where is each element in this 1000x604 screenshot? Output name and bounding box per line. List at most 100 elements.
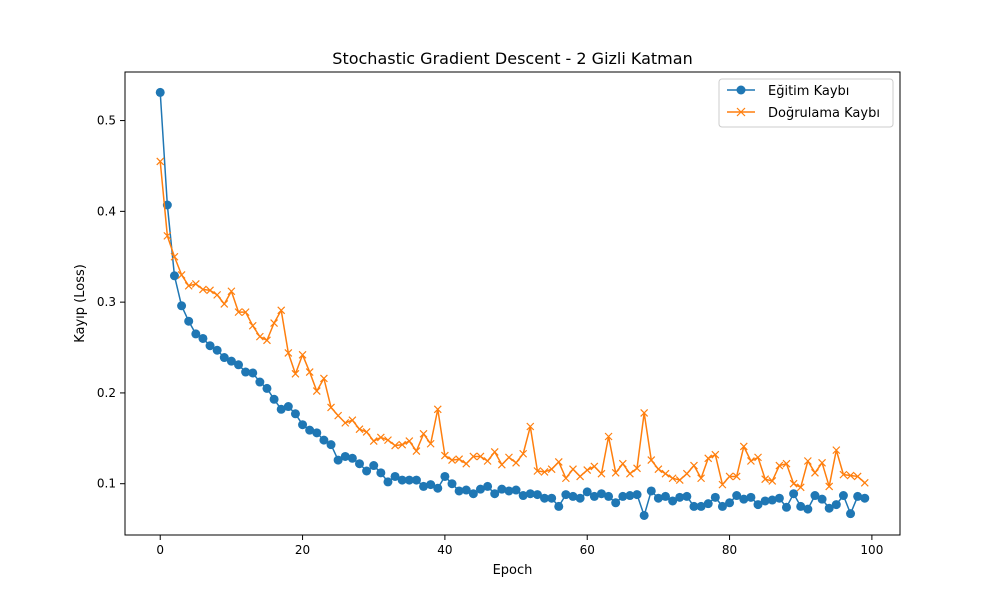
- data-point: [461, 485, 471, 495]
- data-point: [639, 510, 649, 520]
- data-point: [226, 356, 236, 366]
- data-point: [419, 481, 429, 491]
- data-point: [490, 448, 499, 456]
- data-point: [611, 498, 621, 508]
- data-point: [411, 475, 421, 485]
- data-point: [675, 492, 685, 502]
- data-point: [511, 485, 521, 495]
- data-point: [255, 377, 265, 387]
- data-point: [512, 458, 520, 467]
- data-point: [618, 491, 628, 501]
- data-point: [426, 439, 435, 448]
- data-point: [184, 316, 194, 326]
- data-point: [319, 435, 329, 445]
- y-tick-label: 0.1: [97, 477, 116, 491]
- x-tick-label: 60: [580, 543, 595, 557]
- data-point: [775, 461, 784, 470]
- data-point: [739, 494, 749, 504]
- data-point: [334, 411, 343, 420]
- data-point: [483, 481, 493, 491]
- data-point: [475, 484, 485, 494]
- data-point: [169, 271, 179, 281]
- data-point: [540, 467, 549, 476]
- data-point: [219, 353, 229, 363]
- legend-train-label: Eğitim Kaybı: [768, 84, 849, 99]
- data-point: [234, 308, 243, 317]
- data-point: [625, 491, 635, 501]
- data-point: [732, 472, 741, 481]
- series-validation: [156, 157, 869, 492]
- data-point: [462, 459, 471, 468]
- data-point: [490, 489, 500, 499]
- data-point: [234, 360, 244, 370]
- data-point: [468, 489, 478, 499]
- y-axis-label: Kayıp (Loss): [73, 264, 88, 343]
- data-point: [533, 467, 542, 475]
- data-point: [248, 321, 257, 330]
- data-point: [298, 420, 308, 430]
- data-point: [547, 465, 556, 474]
- data-point: [270, 319, 279, 327]
- data-point: [647, 456, 656, 465]
- legend-val-marker: [736, 107, 746, 117]
- legend-val-label: Doğrulama Kaybı: [768, 106, 880, 121]
- data-point: [583, 466, 592, 475]
- data-point: [739, 442, 748, 451]
- data-point: [327, 403, 335, 412]
- data-point: [326, 440, 336, 450]
- data-point: [419, 429, 428, 438]
- plot-frame: [124, 71, 901, 536]
- data-point: [497, 460, 506, 469]
- data-point: [668, 496, 678, 506]
- data-point: [199, 285, 207, 294]
- data-point: [312, 428, 322, 438]
- data-point: [754, 453, 762, 462]
- data-point: [390, 471, 400, 481]
- data-point: [447, 479, 457, 489]
- data-point: [661, 469, 670, 478]
- data-point: [554, 501, 564, 511]
- data-point: [860, 493, 870, 503]
- data-point: [291, 369, 300, 378]
- data-point: [155, 87, 165, 97]
- data-point: [682, 491, 692, 501]
- data-point: [177, 301, 187, 311]
- data-point: [789, 479, 798, 488]
- data-point: [277, 306, 286, 315]
- data-point: [248, 368, 258, 378]
- data-point: [690, 461, 698, 470]
- data-point: [618, 459, 627, 468]
- data-point: [469, 452, 478, 461]
- data-point: [781, 502, 791, 512]
- data-point: [376, 433, 385, 442]
- data-point: [767, 495, 777, 505]
- data-point: [633, 464, 641, 473]
- data-point: [632, 490, 642, 500]
- data-point: [312, 387, 321, 396]
- data-point: [276, 404, 286, 414]
- data-point: [440, 471, 450, 481]
- data-point: [710, 492, 720, 502]
- data-point: [703, 499, 713, 509]
- data-point: [532, 490, 542, 500]
- data-point: [198, 333, 208, 343]
- data-point: [796, 483, 805, 492]
- data-point: [561, 474, 570, 483]
- data-point: [540, 493, 550, 503]
- data-point: [575, 493, 585, 503]
- x-tick-label: 40: [437, 543, 452, 557]
- data-point: [440, 451, 449, 460]
- data-point: [582, 487, 592, 497]
- data-point: [298, 350, 307, 359]
- data-point: [782, 459, 791, 468]
- data-point: [177, 270, 186, 279]
- data-point: [391, 441, 400, 450]
- data-point: [518, 491, 528, 501]
- x-axis-label: Epoch: [493, 563, 533, 578]
- data-point: [497, 484, 507, 494]
- data-point: [760, 496, 770, 506]
- data-point: [369, 461, 379, 471]
- data-point: [640, 408, 649, 417]
